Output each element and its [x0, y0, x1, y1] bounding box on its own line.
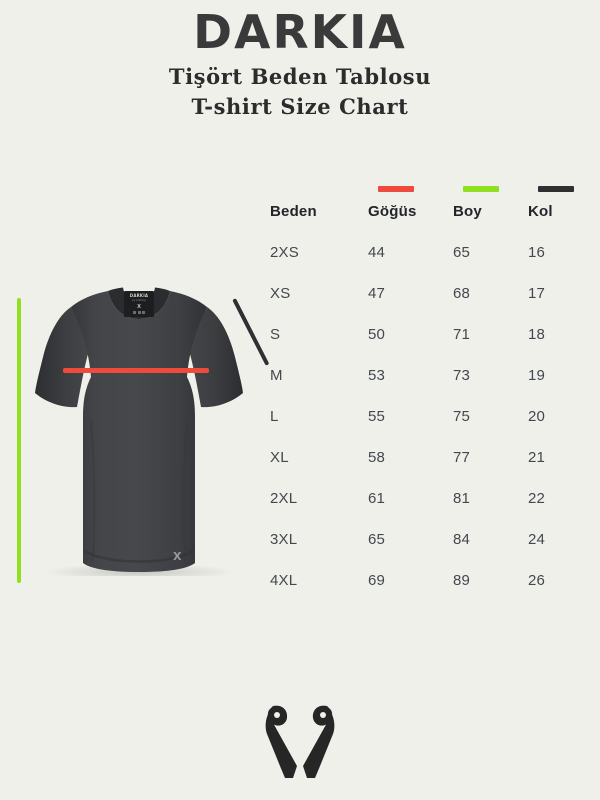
cell-gogus: 44 [368, 244, 386, 261]
cell-gogus: 69 [368, 572, 386, 589]
cell-kol: 26 [528, 572, 546, 589]
neck-label-tagline: by clothing [132, 299, 146, 302]
brand-logo: DARKIA [193, 5, 407, 59]
table-row: 3XL 65 84 24 [270, 531, 600, 548]
page-header: DARKIA Tişört Beden Tablosu T-shirt Size… [0, 0, 600, 120]
cell-kol: 17 [528, 285, 546, 302]
footer-brand-mark [0, 704, 600, 782]
neck-label: DARKIA by clothing X [124, 291, 154, 317]
cell-boy: 65 [453, 244, 471, 261]
neck-label-size: X [137, 303, 141, 310]
cell-kol: 22 [528, 490, 546, 507]
cell-kol: 18 [528, 326, 546, 343]
cell-gogus: 53 [368, 367, 386, 384]
cell-boy: 73 [453, 367, 471, 384]
cell-gogus: 47 [368, 285, 386, 302]
cell-gogus: 58 [368, 449, 386, 466]
cell-beden: 3XL [270, 531, 298, 548]
crossed-x-icon [265, 705, 335, 778]
cell-kol: 19 [528, 367, 546, 384]
cell-kol: 21 [528, 449, 546, 466]
subtitle-english: T-shirt Size Chart [191, 93, 409, 119]
cell-gogus: 61 [368, 490, 386, 507]
cell-kol: 24 [528, 531, 546, 548]
cell-beden: S [270, 326, 281, 343]
cell-beden: L [270, 408, 279, 425]
neck-label-brand: DARKIA [129, 293, 149, 298]
cell-gogus: 50 [368, 326, 386, 343]
cell-beden: 2XS [270, 244, 299, 261]
table-row: M 53 73 19 [270, 367, 600, 384]
cell-boy: 75 [453, 408, 471, 425]
sleeve-accent-bar [538, 186, 574, 192]
tshirt-graphic [33, 281, 245, 576]
cell-boy: 77 [453, 449, 471, 466]
chest-accent-bar [378, 186, 414, 192]
cell-boy: 68 [453, 285, 471, 302]
cell-gogus: 55 [368, 408, 386, 425]
cell-boy: 89 [453, 572, 471, 589]
subtitle-turkish: Tişört Beden Tablosu [168, 64, 432, 90]
table-row: XL 58 77 21 [270, 449, 600, 466]
table-row: 2XS 44 65 16 [270, 244, 600, 261]
table-row: L 55 75 20 [270, 408, 600, 425]
hem-logo-icon: X [173, 550, 182, 563]
cell-boy: 84 [453, 531, 471, 548]
cell-boy: 81 [453, 490, 471, 507]
cell-boy: 71 [453, 326, 471, 343]
cell-beden: 4XL [270, 572, 298, 589]
column-accent-bars [270, 183, 600, 197]
table-header-row: Beden Göğüs Boy Kol [270, 203, 600, 220]
cell-kol: 16 [528, 244, 546, 261]
length-accent-bar [463, 186, 499, 192]
table-row: XS 47 68 17 [270, 285, 600, 302]
cell-beden: 2XL [270, 490, 298, 507]
cell-beden: XS [270, 285, 291, 302]
cell-kol: 20 [528, 408, 546, 425]
cell-beden: XL [270, 449, 289, 466]
length-guide-line [17, 298, 21, 583]
column-header-beden: Beden [270, 203, 317, 220]
table-row: S 50 71 18 [270, 326, 600, 343]
cell-gogus: 65 [368, 531, 386, 548]
size-chart-table: Beden Göğüs Boy Kol 2XS 44 65 16 XS 47 6… [270, 183, 600, 589]
cell-beden: M [270, 367, 283, 384]
column-header-boy: Boy [453, 203, 482, 220]
table-row: 4XL 69 89 26 [270, 572, 600, 589]
care-symbols-icon [133, 310, 145, 314]
chest-guide-line [63, 368, 209, 373]
column-header-gogus: Göğüs [368, 203, 417, 220]
table-row: 2XL 61 81 22 [270, 490, 600, 507]
column-header-kol: Kol [528, 203, 553, 220]
